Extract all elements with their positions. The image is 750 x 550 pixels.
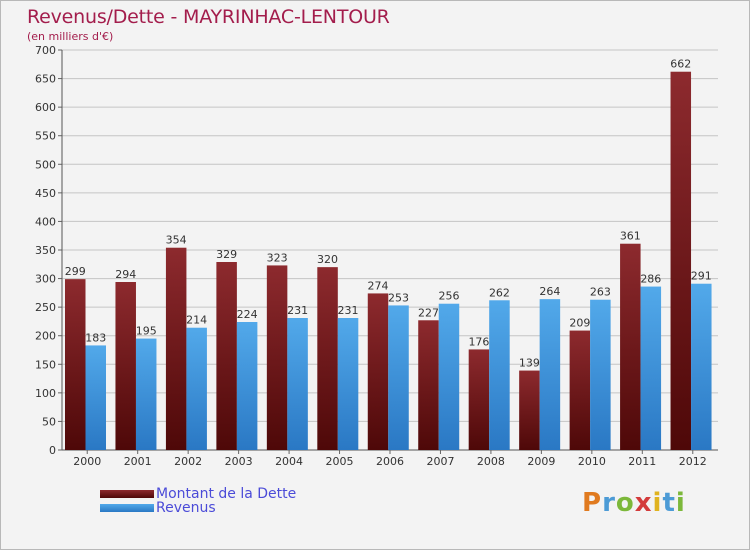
data-label-dette: 354: [166, 234, 187, 247]
data-label-dette: 209: [569, 317, 590, 330]
x-tick-label: 2002: [174, 455, 202, 468]
logo-letter: t: [662, 488, 676, 518]
y-tick-label: 100: [35, 387, 56, 400]
legend-swatch-revenus: [100, 504, 154, 512]
bar-revenus: [489, 300, 510, 450]
bar-dette: [367, 293, 389, 450]
x-tick-label: 2004: [275, 455, 303, 468]
data-label-revenus: 256: [438, 290, 459, 303]
legend-item-debt: Montant de la Dette: [100, 486, 296, 502]
data-label-dette: 299: [65, 265, 86, 278]
y-tick-label: 500: [35, 158, 56, 171]
y-tick-label: 350: [35, 244, 56, 257]
bar-layer: [65, 71, 712, 450]
y-tick-label: 450: [35, 187, 56, 200]
y-tick-label: 600: [35, 101, 56, 114]
logo-letter: i: [675, 488, 686, 518]
x-tick-label: 2006: [376, 455, 404, 468]
y-tick-label: 300: [35, 273, 56, 286]
y-tick-label: 550: [35, 130, 56, 143]
y-tick-label: 200: [35, 330, 56, 343]
legend-label-debt: Montant de la Dette: [156, 486, 297, 502]
bar-dette: [620, 243, 641, 450]
data-label-revenus: 291: [691, 270, 712, 283]
logo-letter: o: [615, 488, 635, 518]
x-tick-label: 2007: [426, 455, 454, 468]
label-layer: 2991832941953542143292243232313202312742…: [65, 58, 712, 370]
bar-revenus: [135, 338, 157, 450]
data-label-dette: 361: [620, 230, 641, 243]
bar-revenus: [691, 283, 712, 450]
proxiti-logo: Proxiti: [582, 488, 686, 518]
legend-item-revenus: Revenus: [100, 500, 216, 516]
data-label-revenus: 262: [489, 286, 510, 299]
y-tick-label: 0: [49, 444, 56, 457]
bar-revenus: [590, 299, 611, 450]
bar-dette: [519, 370, 540, 450]
chart-title: Revenus/Dette - MAYRINHAC-LENTOUR: [27, 6, 390, 28]
bar-revenus: [85, 345, 106, 450]
legend-swatch-debt: [100, 490, 154, 498]
data-label-revenus: 214: [186, 314, 207, 327]
data-label-revenus: 264: [539, 285, 560, 298]
bar-dette: [418, 320, 439, 450]
data-label-dette: 294: [115, 268, 136, 281]
data-label-revenus: 195: [136, 325, 157, 338]
x-tick-label: 2000: [73, 455, 101, 468]
data-label-revenus: 183: [85, 331, 106, 344]
y-tick-label: 150: [35, 358, 56, 371]
x-tick-label: 2005: [326, 455, 354, 468]
y-tick-label: 700: [35, 44, 56, 57]
bar-dette: [115, 282, 136, 450]
x-tick-label: 2011: [628, 455, 656, 468]
logo-letter: P: [582, 488, 603, 518]
data-label-revenus: 231: [338, 304, 359, 317]
data-label-dette: 662: [670, 58, 691, 71]
data-label-dette: 176: [468, 335, 489, 348]
bar-revenus: [337, 318, 359, 450]
data-label-revenus: 231: [287, 304, 308, 317]
legend-label-revenus: Revenus: [156, 500, 216, 516]
x-tick-label: 2012: [679, 455, 707, 468]
logo-letter: i: [652, 488, 663, 518]
data-label-dette: 227: [418, 306, 439, 319]
bar-revenus: [438, 303, 460, 450]
bar-revenus: [236, 322, 258, 450]
data-label-dette: 139: [519, 357, 540, 370]
chart-subtitle: (en milliers d'€): [27, 30, 114, 43]
x-tick-label: 2009: [527, 455, 555, 468]
bar-dette: [569, 330, 591, 450]
x-tick-label: 2008: [477, 455, 505, 468]
data-label-dette: 320: [317, 253, 338, 266]
logo-letter: r: [602, 488, 616, 518]
y-tick-label: 650: [35, 73, 56, 86]
data-label-dette: 323: [267, 251, 288, 264]
bar-revenus: [388, 305, 409, 450]
bar-revenus: [539, 299, 561, 450]
bar-dette: [670, 71, 692, 450]
bar-dette: [216, 262, 237, 450]
data-label-revenus: 263: [590, 286, 611, 299]
bar-revenus: [287, 318, 308, 450]
logo-letter: x: [634, 488, 653, 518]
bar-dette: [468, 349, 490, 450]
bar-dette: [65, 279, 86, 450]
bar-dette: [266, 265, 288, 450]
data-label-revenus: 253: [388, 291, 409, 304]
data-label-revenus: 224: [237, 308, 258, 321]
bar-dette: [317, 267, 338, 450]
x-tick-label: 2010: [578, 455, 606, 468]
data-label-dette: 329: [216, 248, 237, 261]
y-tick-label: 400: [35, 215, 56, 228]
data-label-dette: 274: [368, 279, 389, 292]
y-tick-label: 250: [35, 301, 56, 314]
x-tick-label: 2001: [124, 455, 152, 468]
data-label-revenus: 286: [640, 273, 661, 286]
x-tick-label: 2003: [225, 455, 253, 468]
bar-revenus: [186, 327, 207, 450]
bar-revenus: [640, 286, 662, 450]
bar-dette: [165, 247, 187, 450]
y-tick-label: 50: [42, 415, 56, 428]
